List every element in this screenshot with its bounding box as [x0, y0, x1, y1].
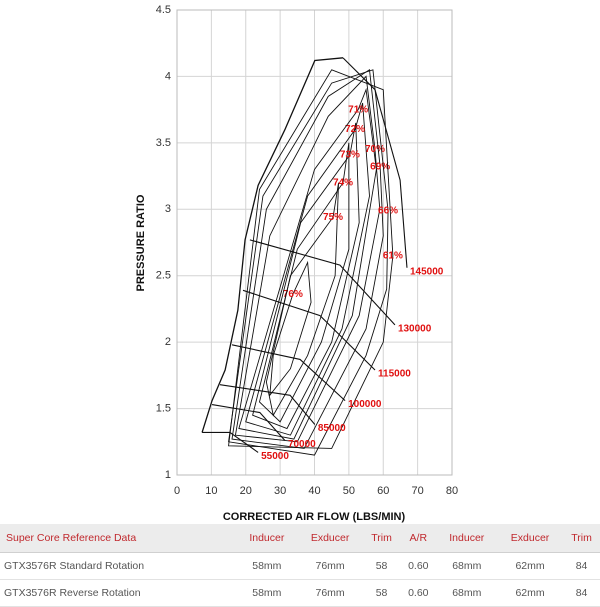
x-tick-label: 60 — [377, 485, 389, 497]
speed-line — [211, 404, 286, 441]
efficiency-island — [228, 69, 394, 449]
speed-label: 70000 — [288, 439, 316, 450]
efficiency-label: 61% — [383, 250, 403, 261]
table-header: Super Core Reference Data Inducer Exducer T… — [0, 524, 600, 553]
efficiency-island — [269, 260, 312, 397]
speed-line — [342, 57, 408, 268]
table-cell: 58mm — [236, 579, 298, 607]
y-tick-label: 2.5 — [156, 270, 171, 282]
table-cell: 62mm — [496, 579, 564, 607]
table-cell: 0.60 — [400, 579, 437, 607]
header-cell: Exducer — [496, 524, 564, 553]
speed-label: 145000 — [410, 266, 444, 277]
header-cell: Trim — [563, 524, 600, 553]
table-cell: 58 — [363, 579, 400, 607]
efficiency-label: 75% — [323, 212, 343, 223]
table-cell: 58 — [363, 552, 400, 580]
table-cell: 62mm — [496, 552, 564, 580]
x-tick-label: 40 — [308, 485, 320, 497]
speed-line — [249, 239, 396, 326]
header-cell: Exducer — [297, 524, 364, 553]
speed-label: 115000 — [378, 369, 411, 380]
table-cell: GTX3576R Standard Rotation — [0, 552, 237, 580]
efficiency-island — [234, 75, 381, 443]
speed-line — [219, 384, 316, 425]
surge-line — [201, 57, 344, 433]
y-tick-label: 3.5 — [156, 137, 171, 149]
y-tick-label: 4.5 — [156, 4, 171, 16]
table-cell: 76mm — [297, 552, 364, 580]
table-cell: 0.60 — [400, 552, 437, 580]
efficiency-island — [259, 142, 350, 423]
speed-label: 130000 — [398, 324, 432, 335]
table-cell: 84 — [563, 552, 600, 580]
x-tick-label: 80 — [446, 485, 458, 497]
speed-label: 55000 — [261, 451, 289, 462]
chart: CORRECTED AIR FLOW (LBS/MIN) PRESSURE RA… — [135, 4, 458, 523]
speed-label: 85000 — [318, 423, 346, 434]
efficiency-label: 73% — [340, 149, 360, 160]
efficiency-label: 66% — [378, 205, 398, 216]
efficiency-label: 72% — [345, 124, 365, 135]
efficiency-island — [238, 87, 377, 440]
x-axis-label: CORRECTED AIR FLOW (LBS/MIN) — [223, 511, 406, 523]
header-cell: Inducer — [436, 524, 497, 553]
table-row: GTX3576R Reverse Rotation 58mm 76mm 58 0.60 6… — [0, 579, 600, 607]
efficiency-label: 69% — [370, 161, 390, 172]
efficiency-label: 71% — [348, 104, 368, 115]
y-tick-label: 2 — [165, 336, 171, 348]
speed-line — [231, 344, 346, 402]
table-cell: 68mm — [436, 579, 497, 607]
efficiency-label: 70% — [365, 144, 385, 155]
speed-label: 100000 — [348, 399, 382, 410]
header-cell: Super Core Reference Data — [0, 524, 237, 553]
x-tick-label: 20 — [240, 485, 252, 497]
table-cell: 76mm — [297, 579, 364, 607]
x-tick-label: 50 — [343, 485, 355, 497]
efficiency-label: 74% — [333, 177, 353, 188]
table-cell: 84 — [563, 579, 600, 607]
table-cell: GTX3576R Reverse Rotation — [0, 579, 237, 607]
table-body: GTX3576R Standard Rotation 58mm 76mm 58 0.60… — [0, 552, 600, 607]
efficiency-island — [252, 122, 360, 430]
y-tick-label: 4 — [165, 70, 171, 82]
x-tick-label: 0 — [174, 485, 180, 497]
efficiency-label: 76% — [283, 289, 303, 300]
header-cell: Trim — [363, 524, 400, 553]
reference-table: Super Core Reference Data Inducer Exducer T… — [0, 524, 600, 607]
x-tick-label: 30 — [274, 485, 286, 497]
header-cell: Inducer — [236, 524, 298, 553]
header-cell: A/R — [400, 524, 437, 553]
y-tick-label: 1 — [165, 469, 171, 481]
plot-frame — [176, 9, 453, 476]
y-tick-label: 3 — [165, 203, 171, 215]
speed-line — [242, 289, 376, 371]
table-cell: 68mm — [436, 552, 497, 580]
table-cell: 58mm — [236, 552, 298, 580]
speed-line — [202, 431, 259, 453]
x-tick-label: 10 — [205, 485, 217, 497]
table-row: GTX3576R Standard Rotation 58mm 76mm 58 0.60… — [0, 552, 600, 580]
efficiency-island — [245, 102, 370, 436]
y-axis-label: PRESSURE RATIO — [135, 194, 147, 291]
y-tick-label: 1.5 — [156, 402, 171, 414]
x-tick-label: 70 — [412, 485, 424, 497]
